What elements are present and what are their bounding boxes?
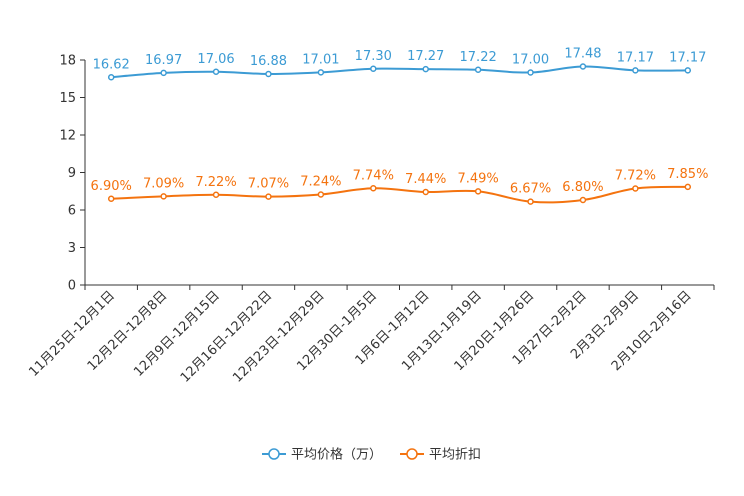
y-tick-label: 3	[68, 241, 76, 256]
x-category-label: 11月25日-12月1日	[26, 288, 118, 380]
data-label: 17.06	[197, 52, 234, 67]
data-label: 7.24%	[300, 175, 341, 190]
y-tick-label: 12	[59, 129, 76, 144]
data-point[interactable]	[107, 195, 115, 202]
data-label: 16.88	[250, 54, 287, 69]
series-1: 16.62 16.97 17.06 16.88 17.01 17.30 17.27 17.22…	[93, 47, 706, 81]
data-label: 17.48	[564, 47, 601, 62]
data-label: 17.30	[355, 49, 392, 64]
data-label: 17.27	[407, 49, 444, 64]
data-point[interactable]	[632, 185, 639, 192]
data-point[interactable]	[422, 65, 429, 73]
legend-label: 平均价格（万）	[291, 447, 382, 463]
data-label: 17.17	[669, 50, 706, 65]
data-label: 7.85%	[667, 167, 708, 182]
data-label: 6.90%	[91, 179, 132, 194]
data-point[interactable]	[579, 196, 587, 204]
data-point[interactable]	[474, 66, 482, 73]
legend-label: 平均折扣	[429, 448, 481, 463]
data-label: 6.80%	[562, 180, 603, 195]
data-point[interactable]	[160, 193, 167, 200]
data-point[interactable]	[107, 74, 115, 81]
y-tick-label: 6	[68, 204, 76, 219]
x-category-label: 12月16日-12月22日	[178, 288, 275, 385]
data-point[interactable]	[684, 183, 692, 191]
data-label: 7.72%	[615, 169, 656, 184]
legend[interactable]: 平均价格（万） 平均折扣	[262, 447, 481, 463]
data-label: 17.22	[460, 50, 497, 65]
data-point[interactable]	[212, 68, 220, 75]
data-point[interactable]	[265, 70, 272, 78]
data-point[interactable]	[474, 188, 482, 195]
data-point[interactable]	[684, 67, 692, 74]
data-label: 7.44%	[405, 172, 446, 187]
y-tick-label: 9	[68, 166, 76, 181]
series-layer: 16.62 16.97 17.06 16.88 17.01 17.30 17.27 17.22…	[91, 47, 708, 205]
data-point[interactable]	[527, 69, 534, 76]
data-label: 7.07%	[248, 177, 289, 192]
data-label: 17.17	[617, 50, 654, 65]
data-label: 16.62	[93, 57, 130, 72]
data-label: 7.09%	[143, 176, 184, 191]
data-label: 7.49%	[457, 171, 498, 186]
data-point[interactable]	[370, 185, 377, 192]
y-axis-ticks: 0 3 6 9 12 15 18	[59, 54, 85, 294]
data-label: 16.97	[145, 53, 182, 68]
series-line	[111, 185, 688, 204]
data-label: 7.74%	[353, 168, 394, 183]
data-label: 17.00	[512, 53, 549, 68]
data-point[interactable]	[579, 63, 587, 70]
data-point[interactable]	[370, 65, 377, 72]
legend-item-2[interactable]: 平均折扣	[400, 448, 481, 463]
data-label: 6.67%	[510, 182, 551, 197]
legend-marker	[406, 448, 418, 460]
data-point[interactable]	[317, 191, 325, 198]
data-label: 7.22%	[195, 175, 236, 190]
data-point[interactable]	[160, 69, 167, 77]
legend-marker	[268, 448, 280, 460]
data-point[interactable]	[212, 191, 220, 198]
series-line	[111, 65, 688, 79]
y-tick-label: 0	[68, 279, 76, 294]
data-point[interactable]	[265, 193, 272, 200]
legend-item-1[interactable]: 平均价格（万）	[262, 447, 382, 463]
data-point[interactable]	[317, 69, 325, 76]
x-axis-ticks: 11月25日-12月1日12月2日-12月8日12月9日-12月15日12月16…	[26, 285, 715, 386]
y-tick-label: 15	[59, 91, 76, 106]
y-tick-label: 18	[59, 54, 76, 69]
x-category-label: 12月23日-12月29日	[230, 288, 327, 385]
series-2: 6.90% 7.09% 7.22% 7.07% 7.24% 7.74% 7.44% 7.49%…	[91, 167, 708, 205]
data-label: 17.01	[302, 52, 339, 67]
data-point[interactable]	[422, 188, 429, 196]
data-point[interactable]	[527, 198, 534, 205]
data-point[interactable]	[632, 67, 639, 74]
